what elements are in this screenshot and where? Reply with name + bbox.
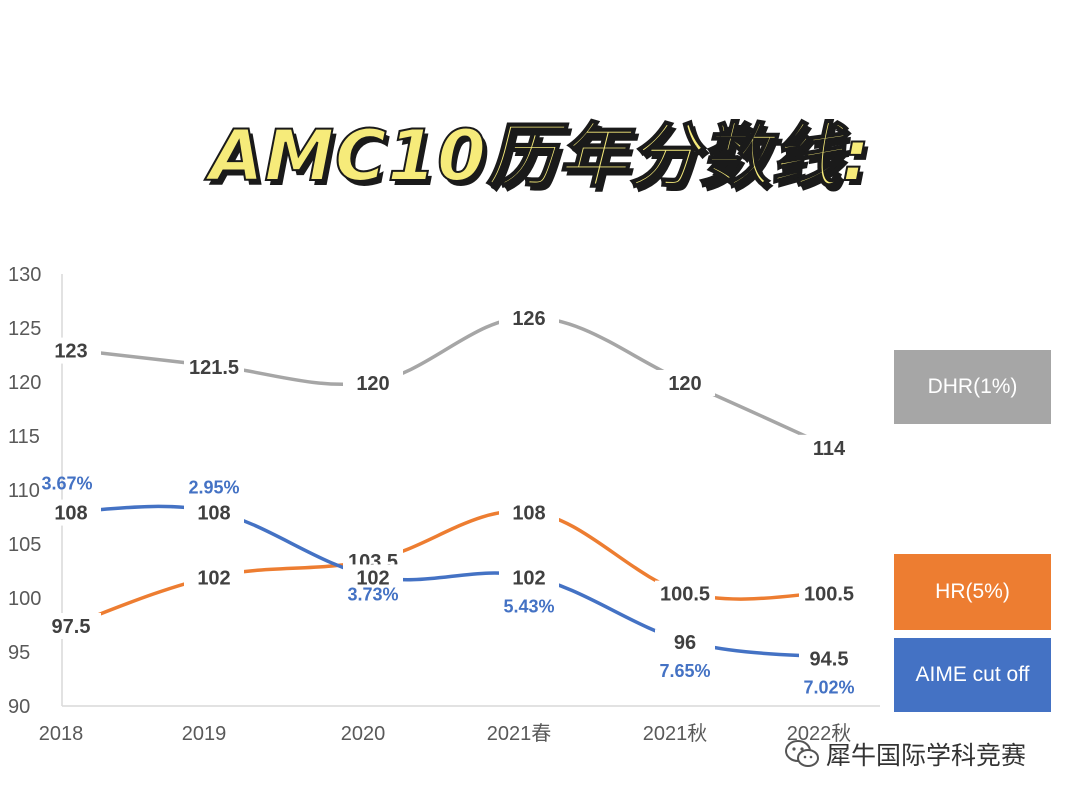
legend-hr: HR(5%) — [894, 554, 1051, 630]
data-label: 126 — [512, 308, 545, 330]
data-label: 94.5 — [810, 648, 849, 670]
x-tick-label: 2019 — [182, 723, 227, 745]
data-label-background — [799, 434, 859, 461]
x-tick-label: 2021秋 — [643, 722, 708, 745]
data-label: 102 — [197, 567, 230, 589]
x-tick-label: 2021春 — [487, 722, 552, 745]
data-label: 108 — [512, 503, 545, 525]
data-label: 100.5 — [804, 584, 854, 606]
y-tick-label: 90 — [8, 696, 30, 718]
data-label-background — [655, 370, 715, 396]
data-label-background — [655, 629, 715, 656]
y-tick-label: 120 — [8, 372, 41, 394]
data-label-background — [184, 499, 244, 526]
data-label-background — [343, 370, 403, 396]
x-tick-label: 2022秋 — [787, 722, 852, 745]
data-label-background — [499, 564, 559, 591]
data-label-background — [184, 353, 244, 380]
wechat-icon — [785, 740, 819, 767]
y-tick-label: 100 — [8, 588, 41, 610]
data-label-background — [41, 613, 101, 639]
data-label-background — [184, 564, 244, 591]
legend-aime-cut-off: AIME cut off — [894, 638, 1051, 712]
data-label: 96 — [674, 632, 696, 654]
aime-percent-annotation: 5.43% — [503, 596, 554, 616]
data-label-background — [799, 645, 859, 672]
data-label-background — [499, 499, 559, 526]
aime-percent-annotation: 2.95% — [188, 478, 239, 498]
data-label: 108 — [54, 503, 87, 525]
aime-percent-annotation: 7.02% — [803, 677, 854, 697]
data-label-background — [799, 580, 859, 607]
y-tick-label: 105 — [8, 534, 41, 556]
y-tick-label: 130 — [8, 264, 41, 286]
legend-dhr: DHR(1%) — [894, 350, 1051, 424]
y-tick-label: 125 — [8, 318, 41, 340]
chart-title: AMC10历年分数线: — [208, 114, 871, 198]
data-label-background — [41, 499, 101, 526]
data-label: 123 — [54, 341, 87, 363]
data-labels: 123121.512012612011497.5102103.5108100.5… — [41, 305, 859, 697]
data-label: 100.5 — [660, 584, 710, 606]
aime-percent-annotation: 3.73% — [347, 584, 398, 604]
series-line-dhr — [69, 315, 831, 449]
x-tick-labels: 2018 2019 2020 2021春 2021秋 2022秋 — [39, 722, 852, 745]
data-label: 120 — [668, 373, 701, 395]
data-label: 97.5 — [52, 616, 91, 638]
data-label: 108 — [197, 503, 230, 525]
y-tick-labels: 90 95 100 105 110 115 120 125 130 — [8, 264, 41, 718]
aime-percent-annotation: 3.67% — [41, 474, 92, 494]
data-label: 102 — [356, 567, 389, 589]
watermark: 犀牛国际学科竞赛 — [784, 736, 1026, 772]
aime-percent-annotation: 7.65% — [659, 661, 710, 681]
data-label: 102 — [512, 567, 545, 589]
data-label-background — [343, 564, 403, 591]
y-tick-label: 115 — [8, 426, 40, 448]
x-tick-label: 2018 — [39, 723, 84, 745]
data-label: 120 — [356, 373, 389, 395]
data-label: 114 — [813, 438, 846, 460]
y-tick-label: 110 — [8, 480, 40, 502]
data-label-background — [41, 337, 101, 364]
y-tick-label: 95 — [8, 642, 30, 664]
data-label: 121.5 — [189, 357, 239, 379]
watermark-text: 犀牛国际学科竞赛 — [826, 742, 1027, 770]
x-tick-label: 2020 — [341, 723, 386, 745]
data-label-background — [499, 305, 559, 332]
data-label-background — [655, 580, 715, 607]
